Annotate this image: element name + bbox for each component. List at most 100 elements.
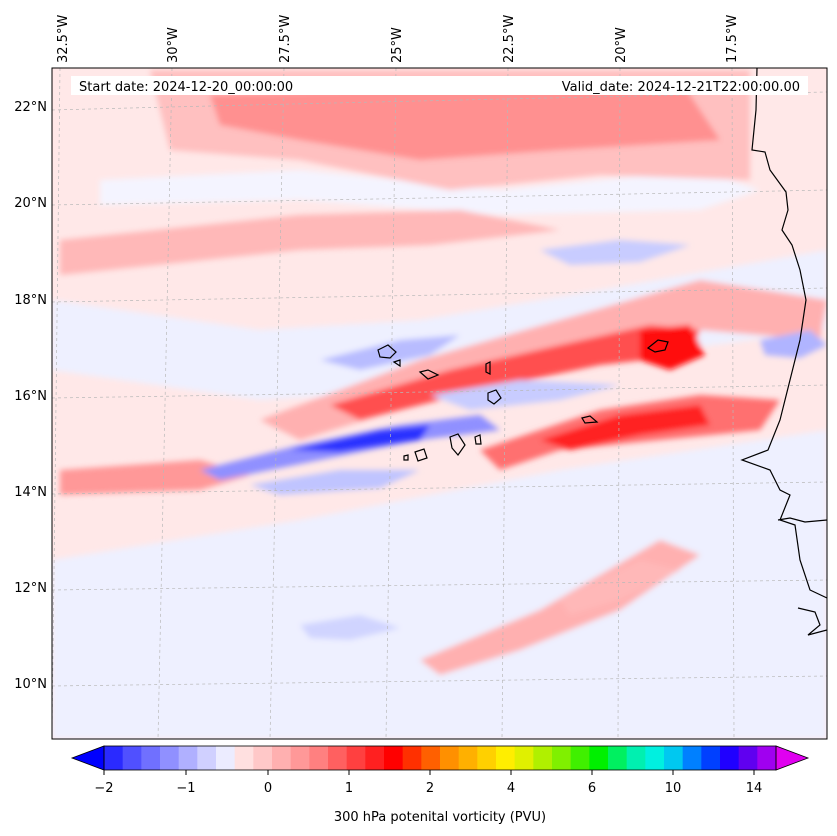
colorbar-ticks — [103, 770, 755, 775]
negative-streak-core — [290, 425, 430, 452]
contour-blob-2 — [581, 415, 599, 424]
colorbar-extend-high — [775, 745, 810, 771]
colorbar-tick-label: 4 — [507, 781, 515, 796]
near-zero-zone-south — [52, 430, 827, 739]
colorbar-cell — [608, 746, 628, 770]
lat-label: 14°N — [14, 485, 47, 500]
north-positive-core — [210, 80, 720, 160]
colorbar-cell — [552, 746, 572, 770]
coastlines — [377, 68, 827, 636]
island-sao-nicolau — [418, 369, 440, 380]
lon-label: 25°W — [390, 27, 405, 63]
island-sal — [485, 361, 491, 375]
colorbar-label: 300 hPa potenital vorticity (PVU) — [334, 810, 546, 825]
colorbar-cell — [533, 746, 553, 770]
colorbar-cell — [701, 746, 721, 770]
negative-patch-east — [760, 330, 827, 358]
colorbar-cell — [178, 746, 198, 770]
colorbar-cell — [346, 746, 366, 770]
colorbar-cell — [570, 746, 590, 770]
lon-label: 20°W — [614, 27, 629, 63]
colorbar-cell — [216, 746, 236, 770]
lat-label: 20°N — [14, 196, 47, 211]
colorbar-cell — [477, 746, 497, 770]
colorbar-cells — [104, 746, 777, 770]
colorbar-cell — [290, 746, 310, 770]
north-positive-band — [60, 210, 560, 275]
negative-streak-east — [430, 380, 620, 410]
colorbar-tick-label: 2 — [426, 781, 434, 796]
start-date: Start date: 2024-12-20_00:00:00 — [79, 80, 293, 95]
island-fogo — [414, 448, 428, 462]
colorbar-cell — [160, 746, 180, 770]
near-zero-zone-mid — [52, 250, 827, 400]
colorbar-cell — [738, 746, 758, 770]
colorbar-tick-label: 6 — [588, 781, 596, 796]
colorbar-cell — [365, 746, 385, 770]
colorbar-cell — [197, 746, 217, 770]
lat-label: 12°N — [14, 581, 47, 596]
latitude-labels: 22°N 20°N 18°N 16°N 14°N 12°N 10°N — [14, 100, 47, 692]
colorbar-cell — [402, 746, 422, 770]
colorbar-cell — [626, 746, 646, 770]
colorbar-tick-label: 1 — [345, 781, 353, 796]
colorbar: −2 −1 0 1 2 4 6 10 14 300 hPa potenital … — [70, 745, 810, 825]
lon-label: 32.5°W — [56, 15, 71, 63]
colorbar-cell — [440, 746, 460, 770]
island-santo-antao — [377, 344, 397, 359]
negative-patch-south — [300, 615, 400, 640]
colorbar-tick-label: 0 — [264, 781, 272, 796]
positive-filament-b-core — [540, 405, 710, 450]
colorbar-tick-label: 10 — [665, 781, 682, 796]
lat-label: 22°N — [14, 100, 47, 115]
colorbar-cell — [141, 746, 161, 770]
african-coastline — [740, 68, 827, 599]
colorbar-cell — [514, 746, 534, 770]
colorbar-cell — [458, 746, 478, 770]
map-panel — [52, 68, 827, 739]
island-brava — [403, 454, 409, 461]
lon-label: 30°W — [166, 27, 181, 63]
pv-field — [52, 70, 827, 739]
lon-label: 17.5°W — [725, 15, 740, 63]
longitude-labels: 32.5°W 30°W 27.5°W 25°W 22.5°W 20°W 17.5… — [56, 15, 740, 63]
colorbar-tick-label: 14 — [746, 781, 763, 796]
lat-label: 10°N — [14, 677, 47, 692]
coast-inlet-1 — [777, 517, 827, 523]
contour-blob-1 — [646, 339, 669, 353]
colorbar-tick-label: −1 — [176, 781, 195, 796]
colorbar-extend-low — [70, 745, 105, 771]
positive-filament-c — [60, 460, 250, 495]
positive-filament-e — [560, 560, 680, 615]
colorbar-cell — [309, 746, 329, 770]
valid-date: Valid_date: 2024-12-21T22:00:00.00 — [562, 80, 800, 95]
island-maio — [474, 434, 482, 445]
lat-label: 18°N — [14, 293, 47, 308]
island-sao-vicente — [392, 359, 401, 368]
colorbar-cell — [496, 746, 516, 770]
negative-streak-upper — [320, 335, 460, 370]
colorbar-cell — [104, 746, 124, 770]
colorbar-cell — [645, 746, 665, 770]
colorbar-cell — [272, 746, 292, 770]
date-banner — [71, 76, 808, 95]
gridlines — [52, 68, 827, 739]
colorbar-tick-label: −2 — [94, 781, 113, 796]
colorbar-cell — [589, 746, 609, 770]
colorbar-tick-labels: −2 −1 0 1 2 4 6 10 14 — [94, 781, 762, 796]
positive-max-cell — [640, 325, 705, 370]
island-santiago — [449, 433, 466, 456]
negative-patch-northeast — [540, 240, 690, 265]
colorbar-cell — [664, 746, 684, 770]
colorbar-cell — [384, 746, 404, 770]
colorbar-cell — [757, 746, 777, 770]
lon-label: 27.5°W — [278, 15, 293, 63]
colorbar-cell — [122, 746, 142, 770]
map-frame — [51, 67, 828, 740]
colorbar-cell — [421, 746, 441, 770]
colorbar-cell — [682, 746, 702, 770]
lat-label: 16°N — [14, 389, 47, 404]
colorbar-outline — [103, 745, 777, 771]
lon-label: 22.5°W — [502, 15, 517, 63]
